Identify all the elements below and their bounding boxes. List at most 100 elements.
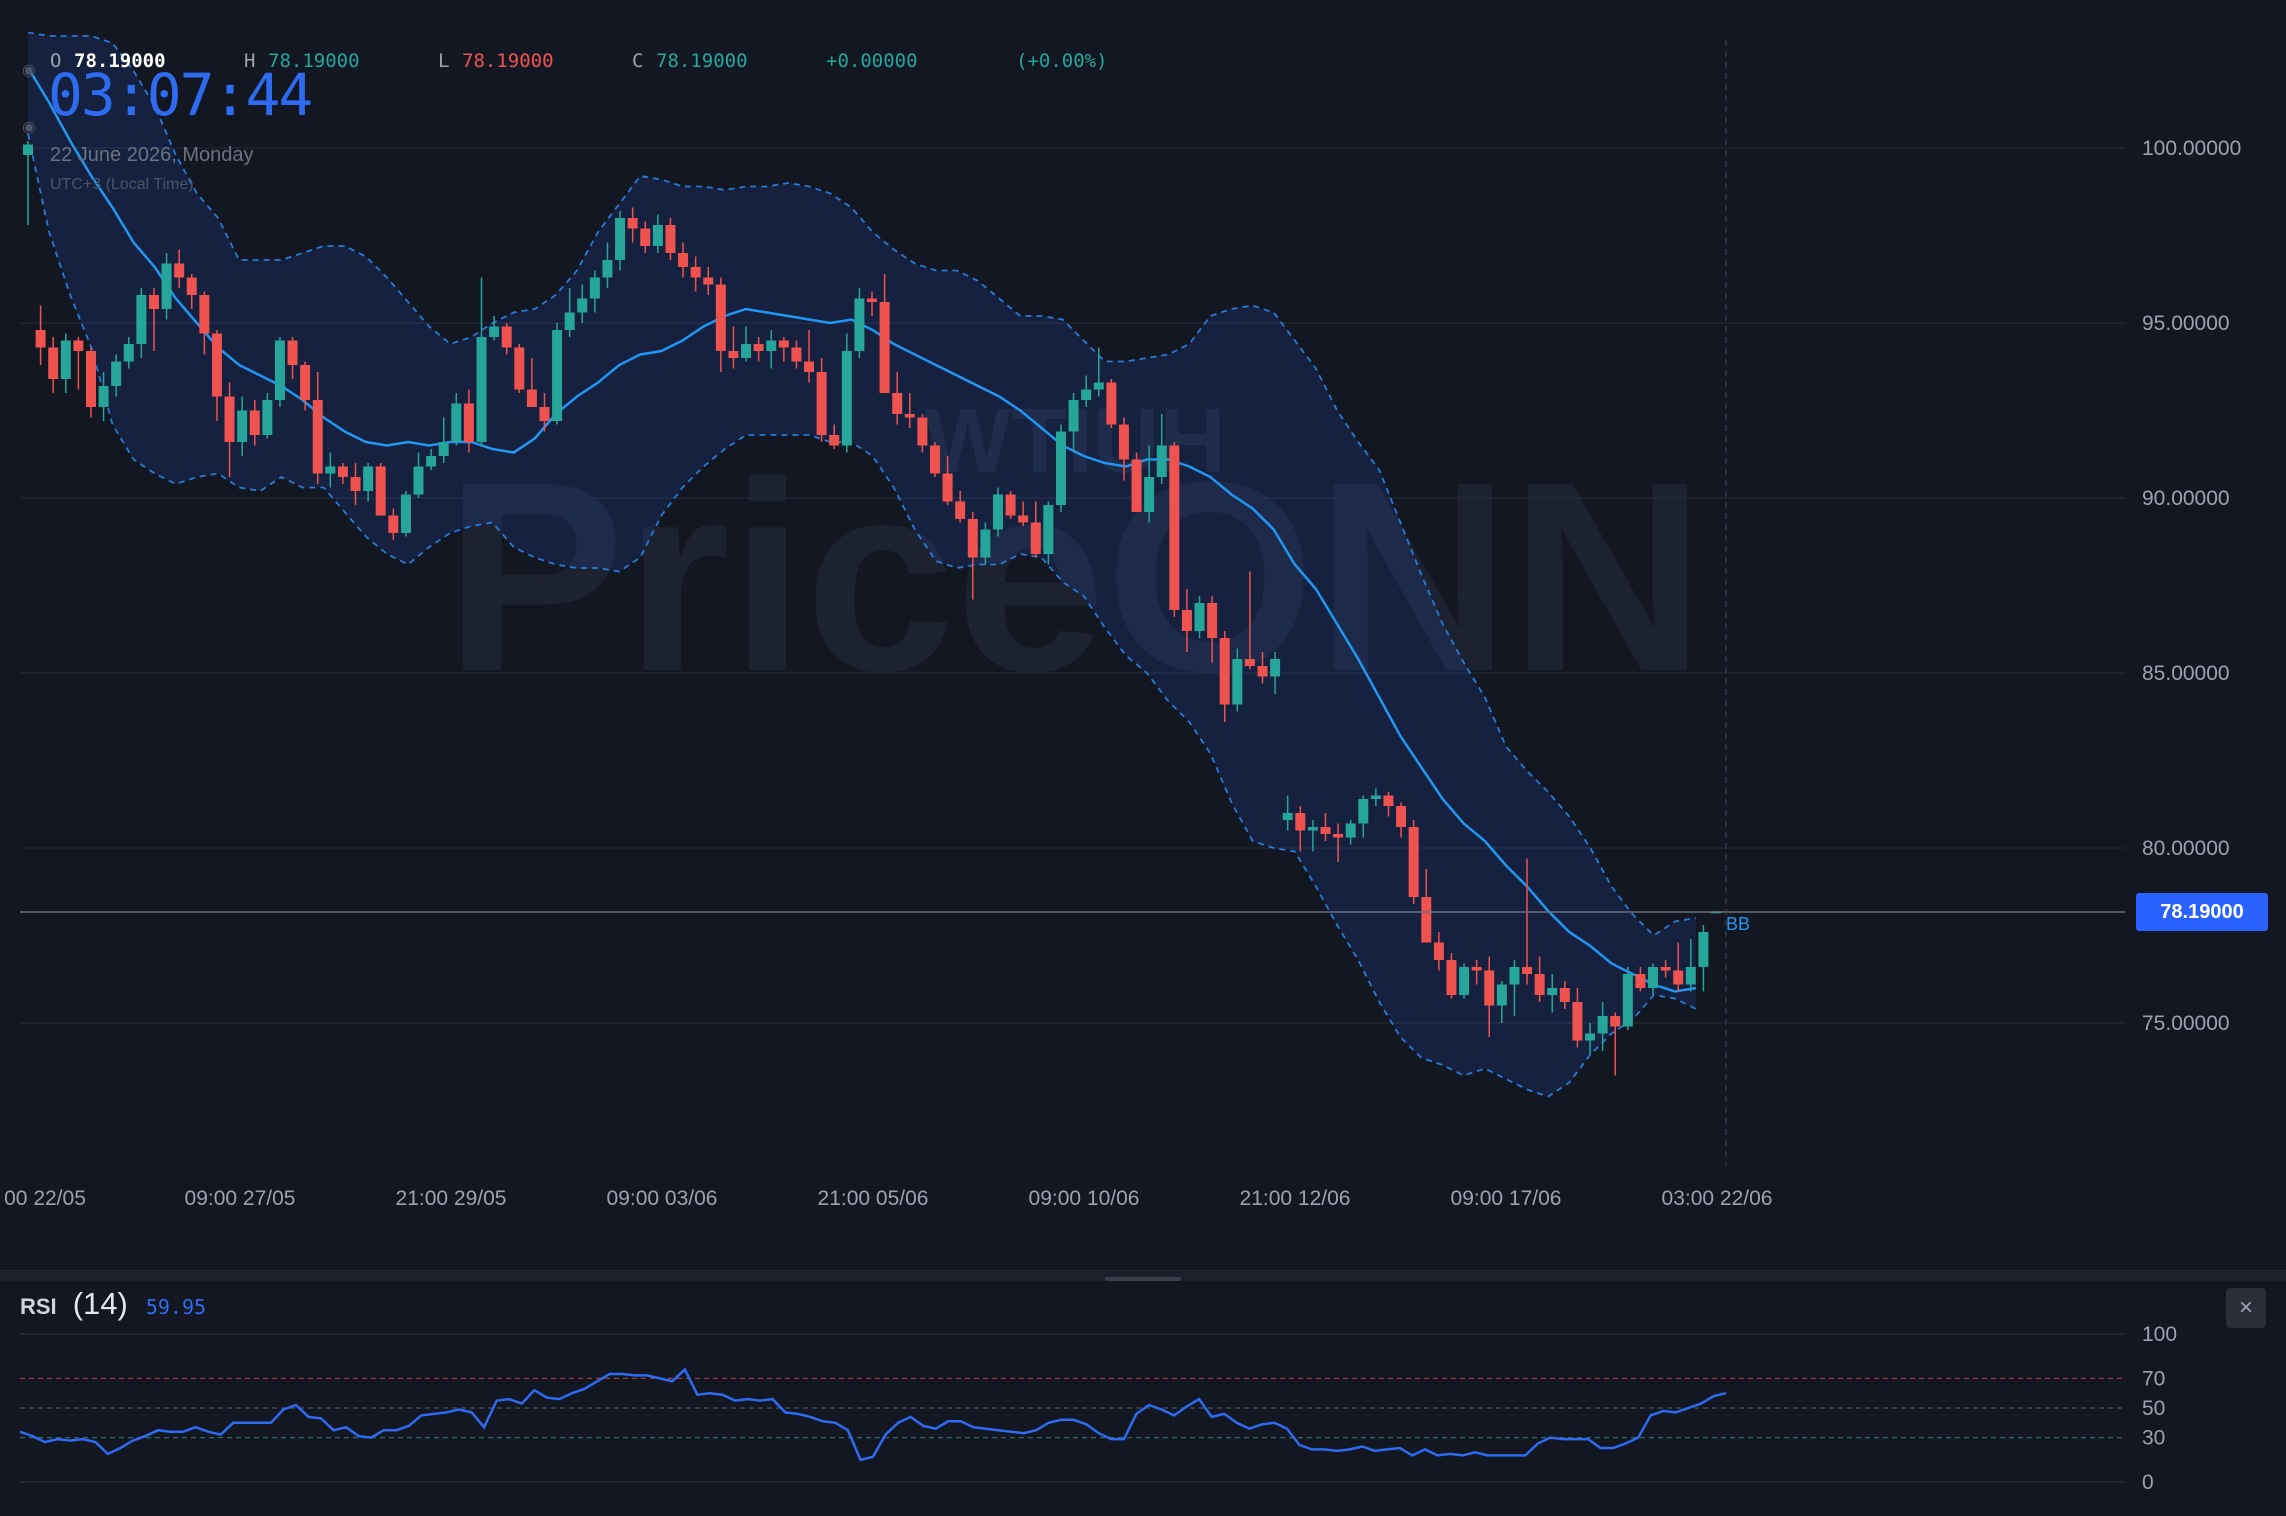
- candle: [1055, 424, 1066, 512]
- candle: [1547, 974, 1558, 1013]
- candle-body: [98, 386, 109, 407]
- candle: [879, 274, 890, 393]
- rsi-axis: 100 70 50 30 0: [2142, 1323, 2177, 1494]
- candle: [413, 452, 424, 498]
- candle-body: [615, 218, 626, 260]
- eye-icon[interactable]: ◉: [22, 119, 36, 136]
- candle: [426, 449, 437, 470]
- candle-body: [879, 302, 890, 393]
- candle-body: [1270, 659, 1281, 677]
- candle-body: [1232, 659, 1243, 705]
- candle: [199, 291, 210, 355]
- candle-body: [1018, 515, 1029, 523]
- candle: [640, 221, 651, 253]
- candle-body: [1635, 974, 1646, 988]
- candle-body: [652, 225, 663, 246]
- eye-icon[interactable]: ◉: [22, 62, 36, 79]
- candle: [753, 337, 764, 362]
- candle-body: [1673, 970, 1684, 985]
- bollinger-upper: [27, 31, 1697, 937]
- candle: [1244, 571, 1255, 670]
- last-price-badge: 78.19000: [2136, 893, 2268, 931]
- clock-date: 22 June 2026, Monday: [50, 144, 254, 166]
- candle-body: [1295, 813, 1306, 831]
- candle: [1257, 652, 1268, 684]
- candle: [287, 337, 298, 379]
- candle-body: [85, 351, 96, 407]
- candle: [1585, 1023, 1596, 1055]
- candle: [1534, 956, 1545, 1002]
- candle-body: [791, 347, 802, 362]
- candle-body: [678, 253, 689, 267]
- candle-body: [363, 466, 374, 491]
- candle-body: [1597, 1016, 1608, 1034]
- candle-body: [501, 326, 512, 348]
- rsi-length: (14): [72, 1286, 128, 1321]
- candle: [1496, 981, 1507, 1023]
- candle: [350, 463, 361, 505]
- candle: [1081, 375, 1092, 407]
- candle-body: [1005, 494, 1016, 516]
- candle-body: [1421, 897, 1432, 943]
- candle: [728, 326, 739, 369]
- candle-body: [1534, 974, 1545, 995]
- price-axis[interactable]: 75.00000 80.00000 85.00000 90.00000 95.00000…: [2142, 137, 2241, 1035]
- clock-time: 03:07:44: [48, 61, 313, 129]
- candle: [1622, 967, 1633, 1030]
- price-tick-label: 85.00000: [2142, 662, 2230, 685]
- candle: [1358, 795, 1369, 838]
- candle-body: [73, 340, 84, 351]
- candle: [1333, 823, 1344, 862]
- rsi-header: RSI (14) 59.95: [20, 1286, 206, 1322]
- candle: [589, 270, 600, 313]
- candle: [627, 207, 638, 243]
- candle-body: [312, 400, 323, 474]
- candle: [690, 256, 701, 292]
- candle-body: [829, 435, 840, 446]
- candle-body: [577, 298, 588, 313]
- candle-body: [262, 400, 273, 435]
- candle: [1156, 414, 1167, 484]
- candle: [1232, 648, 1243, 712]
- candle: [1509, 960, 1520, 1016]
- candle-body: [388, 515, 399, 533]
- candle: [400, 491, 411, 537]
- candle-body: [413, 466, 424, 495]
- candle-body: [1547, 988, 1558, 995]
- pane-resize-handle[interactable]: [1105, 1277, 1181, 1281]
- candle-body: [552, 330, 563, 421]
- candle: [48, 337, 59, 393]
- price-tick-label: 100.00000: [2142, 137, 2241, 160]
- candle-body: [1660, 967, 1671, 971]
- candle: [123, 337, 134, 369]
- candle-body: [741, 344, 752, 358]
- candle: [237, 396, 248, 456]
- candle: [741, 326, 752, 362]
- main-chart[interactable]: PriceONN WTIUH 75.0000080.0000085.000009…: [0, 0, 2286, 1270]
- candle: [1043, 501, 1054, 565]
- candle-body: [1333, 834, 1344, 838]
- candle-body: [942, 473, 953, 502]
- candle-body: [375, 466, 386, 516]
- rsi-chart[interactable]: 100 70 50 30 0: [0, 1280, 2286, 1516]
- close-icon[interactable]: ×: [2226, 1288, 2266, 1328]
- candle-body: [1585, 1033, 1596, 1041]
- candle: [111, 354, 122, 397]
- rsi-tick-label: 70: [2142, 1367, 2165, 1390]
- candle: [1383, 792, 1394, 817]
- candle-body: [992, 494, 1003, 530]
- candle-body: [1043, 505, 1054, 554]
- pane-divider[interactable]: [0, 1270, 2286, 1281]
- candle-body: [287, 340, 298, 365]
- candle: [1282, 795, 1293, 831]
- candle-body: [224, 396, 235, 442]
- candle-body: [476, 337, 487, 442]
- candle-body: [1459, 967, 1470, 995]
- candle: [955, 491, 966, 523]
- time-tick-label: 21:00 12/06: [1240, 1187, 1351, 1210]
- close-label: C: [632, 50, 644, 72]
- low-value: 78.19000: [462, 50, 554, 72]
- candle-body: [892, 393, 903, 414]
- time-axis[interactable]: 00 22/05 09:00 27/05 21:00 29/05 09:00 03/0…: [4, 1187, 1772, 1210]
- candle-body: [1181, 610, 1192, 631]
